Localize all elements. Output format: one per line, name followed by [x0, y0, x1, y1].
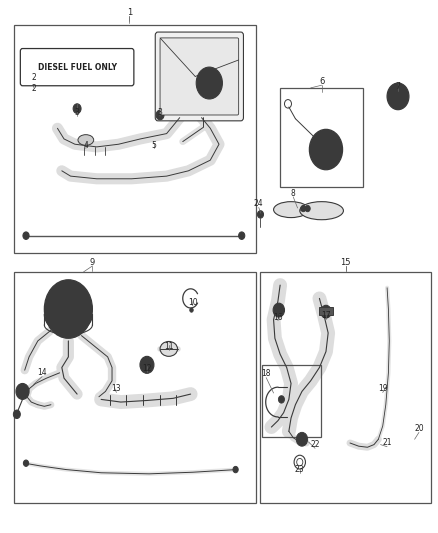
Ellipse shape: [300, 201, 343, 220]
Text: 19: 19: [378, 384, 388, 393]
Bar: [14, 25, 256, 253]
Text: 2: 2: [31, 84, 36, 93]
Text: 24: 24: [254, 199, 264, 208]
Ellipse shape: [274, 201, 308, 217]
Text: 8: 8: [291, 189, 296, 198]
Text: 9: 9: [90, 258, 95, 266]
Text: 13: 13: [112, 384, 121, 393]
Circle shape: [140, 357, 154, 373]
Text: 16: 16: [273, 312, 283, 321]
Bar: [280, 88, 363, 187]
Circle shape: [239, 232, 245, 239]
Text: 15: 15: [340, 258, 351, 266]
Text: 23: 23: [295, 465, 304, 474]
Circle shape: [321, 305, 331, 318]
Circle shape: [156, 110, 164, 120]
Circle shape: [143, 360, 151, 369]
Text: 21: 21: [382, 439, 392, 448]
Ellipse shape: [78, 135, 94, 146]
Circle shape: [196, 67, 223, 99]
Circle shape: [392, 89, 404, 104]
Circle shape: [73, 104, 81, 114]
Circle shape: [309, 130, 343, 169]
Text: 3: 3: [74, 108, 80, 117]
Text: 12: 12: [142, 364, 152, 373]
Text: 4: 4: [83, 141, 88, 150]
Circle shape: [201, 73, 218, 93]
Text: 22: 22: [310, 440, 320, 449]
Circle shape: [314, 135, 338, 165]
Text: 7: 7: [396, 82, 400, 91]
Ellipse shape: [160, 342, 177, 357]
Text: 5: 5: [151, 141, 156, 150]
Text: 6: 6: [319, 77, 324, 86]
Circle shape: [51, 288, 86, 330]
Circle shape: [387, 83, 409, 110]
Circle shape: [190, 308, 193, 312]
Circle shape: [44, 280, 92, 338]
Bar: [14, 272, 256, 503]
Circle shape: [305, 205, 310, 212]
Text: 17: 17: [321, 311, 331, 320]
Text: 1: 1: [127, 8, 132, 17]
Circle shape: [16, 383, 29, 399]
Text: 2: 2: [31, 73, 36, 82]
Text: 3: 3: [158, 108, 162, 117]
Text: 18: 18: [261, 369, 271, 378]
Text: 10: 10: [188, 297, 198, 306]
Bar: [262, 365, 321, 437]
Circle shape: [279, 395, 285, 403]
Text: 20: 20: [414, 424, 424, 433]
Text: 14: 14: [37, 368, 47, 377]
Bar: [261, 272, 431, 503]
Circle shape: [23, 460, 28, 466]
Bar: [319, 308, 332, 316]
Text: DIESEL FUEL ONLY: DIESEL FUEL ONLY: [38, 63, 117, 71]
FancyBboxPatch shape: [155, 32, 244, 121]
Circle shape: [13, 410, 20, 418]
FancyBboxPatch shape: [160, 38, 239, 115]
Circle shape: [296, 432, 307, 446]
Circle shape: [23, 232, 29, 239]
Circle shape: [273, 303, 285, 317]
Circle shape: [258, 211, 264, 218]
Circle shape: [233, 466, 238, 473]
Circle shape: [300, 205, 306, 212]
FancyBboxPatch shape: [20, 49, 134, 86]
Text: 11: 11: [164, 342, 173, 351]
